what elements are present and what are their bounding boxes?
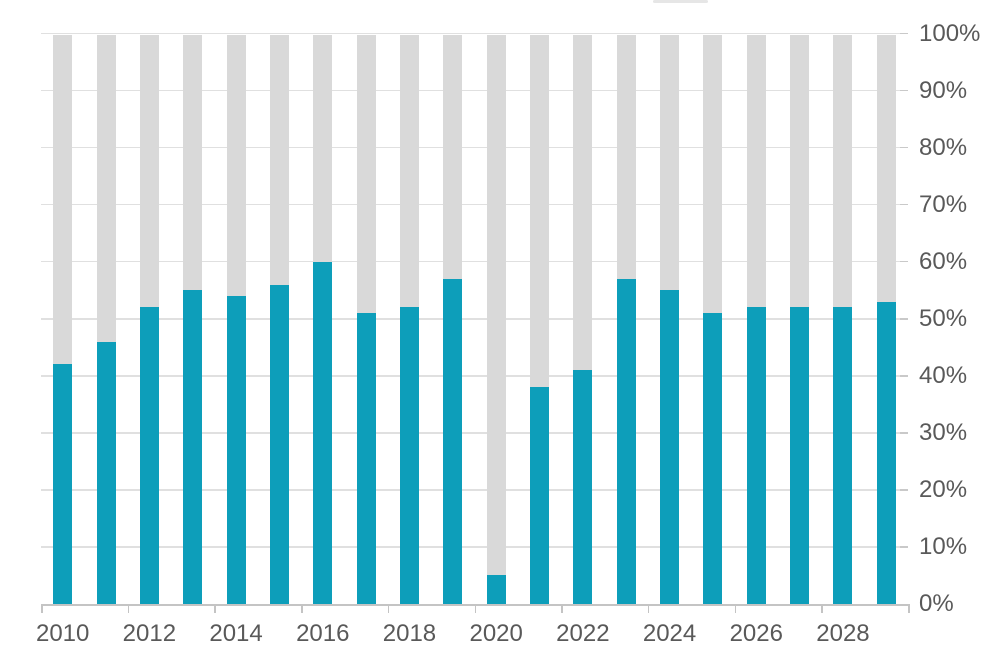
x-axis-label: 2012 xyxy=(122,620,177,647)
x-axis-tick xyxy=(301,604,303,613)
x-axis-label: 2014 xyxy=(209,620,263,647)
x-axis-tick xyxy=(127,604,130,613)
bar-value-2019 xyxy=(443,278,463,604)
bar-value-2012 xyxy=(139,307,159,604)
bar-value-2025 xyxy=(703,313,723,604)
x-axis-tick xyxy=(821,604,823,613)
y-axis-tick xyxy=(900,318,908,320)
gridline-10% xyxy=(41,546,908,548)
y-axis-label: 50% xyxy=(919,304,968,332)
gridline-20% xyxy=(41,489,908,491)
gridline-90% xyxy=(41,89,908,92)
bar-value-2023 xyxy=(616,278,636,604)
y-axis-label: 80% xyxy=(919,133,968,161)
bar-value-2016 xyxy=(313,261,333,604)
y-axis-label: 90% xyxy=(919,76,968,104)
x-axis-tick xyxy=(41,604,43,613)
x-axis-label: 2010 xyxy=(35,620,90,647)
y-axis-tick xyxy=(900,432,908,434)
x-axis-label: 2016 xyxy=(296,620,350,647)
x-axis-tick xyxy=(474,604,476,613)
bar-value-2010 xyxy=(53,364,73,604)
gridline-30% xyxy=(41,432,908,434)
bar-value-2018 xyxy=(399,307,419,604)
x-axis-tick xyxy=(387,604,390,613)
y-axis-label: 60% xyxy=(919,247,968,275)
y-axis-tick xyxy=(900,260,908,263)
bar-value-2014 xyxy=(226,295,246,604)
bar-value-2022 xyxy=(573,370,593,604)
y-axis-label: 0% xyxy=(919,590,954,617)
bar-remainder-2020 xyxy=(486,35,506,604)
gridline-80% xyxy=(41,146,908,149)
y-axis-label: 70% xyxy=(919,190,968,218)
bar-value-2020 xyxy=(486,575,506,604)
x-axis-tick xyxy=(734,604,737,613)
gridline-70% xyxy=(41,203,908,206)
x-axis-label: 2018 xyxy=(382,620,437,647)
gridline-50% xyxy=(41,318,908,320)
y-axis-label: 20% xyxy=(919,475,968,503)
bar-value-2026 xyxy=(746,307,766,604)
x-axis-tick xyxy=(908,604,910,613)
bar-value-2017 xyxy=(356,313,376,604)
y-axis-tick xyxy=(900,89,908,92)
bar-value-2024 xyxy=(660,290,680,604)
gridline-60% xyxy=(41,260,908,263)
x-axis-tick xyxy=(561,604,563,613)
y-axis-label: 30% xyxy=(919,418,968,446)
y-axis-tick xyxy=(900,489,908,491)
x-axis-tick xyxy=(647,604,650,613)
y-axis-tick xyxy=(900,546,908,548)
y-axis-tick xyxy=(900,32,908,35)
y-axis-label: 40% xyxy=(919,361,968,389)
x-axis-tick xyxy=(214,604,216,613)
y-axis-label: 100% xyxy=(919,19,981,47)
y-axis-tick xyxy=(900,375,908,377)
x-axis-label: 2024 xyxy=(642,620,697,647)
bar-value-2029 xyxy=(876,301,896,604)
bar-value-2021 xyxy=(530,387,550,604)
y-axis-tick xyxy=(900,146,908,149)
x-axis-label: 2020 xyxy=(469,620,523,647)
bar-value-2013 xyxy=(183,290,203,604)
y-axis-tick xyxy=(900,203,908,206)
bar-value-2027 xyxy=(790,307,810,604)
bar-value-2015 xyxy=(269,284,289,604)
x-axis-label: 2026 xyxy=(729,620,783,647)
cropped-text-fragment xyxy=(653,0,708,3)
y-axis-label: 10% xyxy=(919,532,968,560)
x-axis-label: 2028 xyxy=(816,620,870,647)
gridline-100% xyxy=(41,32,908,35)
bar-value-2028 xyxy=(833,307,853,604)
gridline-40% xyxy=(41,375,908,377)
x-axis-label: 2022 xyxy=(556,620,610,647)
bar-value-2011 xyxy=(96,341,116,604)
